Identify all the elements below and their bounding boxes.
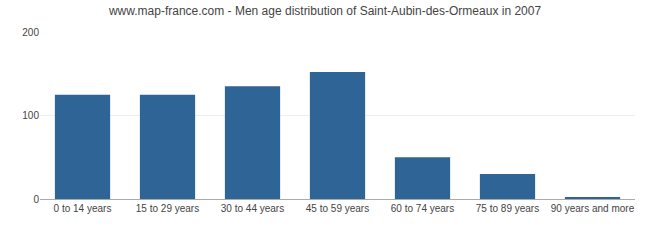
svg-text:60 to 74 years: 60 to 74 years: [391, 203, 454, 214]
svg-text:15 to 29 years: 15 to 29 years: [136, 203, 199, 214]
svg-text:0: 0: [33, 194, 39, 205]
svg-text:45 to 59 years: 45 to 59 years: [306, 203, 369, 214]
svg-text:0 to 14 years: 0 to 14 years: [54, 203, 112, 214]
svg-text:30 to 44 years: 30 to 44 years: [221, 203, 284, 214]
svg-text:100: 100: [22, 110, 39, 121]
svg-text:90 years and more: 90 years and more: [551, 203, 635, 214]
svg-text:75 to 89 years: 75 to 89 years: [476, 203, 539, 214]
svg-text:200: 200: [22, 27, 39, 38]
svg-text:www.map-france.com - Men age d: www.map-france.com - Men age distributio…: [108, 4, 542, 18]
